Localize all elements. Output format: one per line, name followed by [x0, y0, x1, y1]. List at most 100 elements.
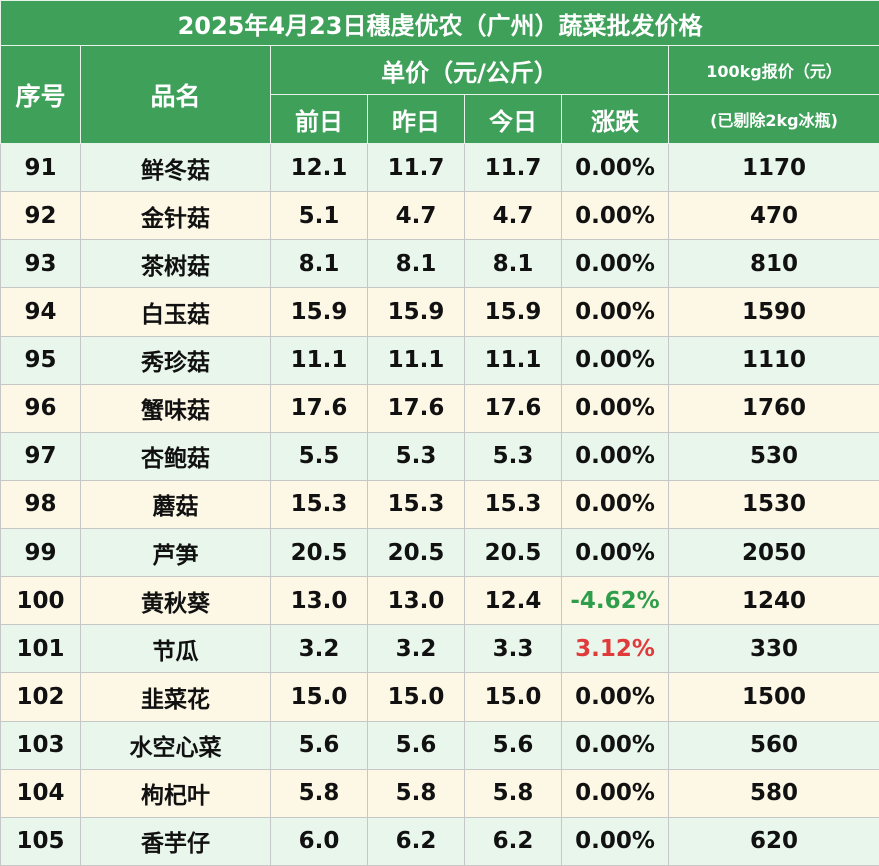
cell-today-price: 15.3 [464, 479, 562, 530]
cell-today-price: 8.1 [464, 239, 562, 289]
cell-today-price: 12.4 [464, 576, 562, 626]
cell-name: 蘑菇 [80, 479, 271, 530]
cell-name: 香芋仔 [80, 816, 271, 866]
cell-name: 金针菇 [80, 191, 271, 241]
cell-today-price: 15.0 [464, 672, 562, 722]
table-row: 91 鲜冬菇 12.1 11.7 11.7 0.00% 1170 [0, 142, 879, 193]
cell-change: 0.00% [561, 816, 669, 866]
cell-today-price: 6.2 [464, 816, 562, 866]
cell-index: 99 [0, 527, 81, 578]
cell-quote: 1500 [667, 672, 879, 722]
cell-index: 93 [0, 239, 81, 289]
cell-yesterday-price: 20.5 [367, 527, 465, 578]
cell-name: 节瓜 [80, 624, 271, 674]
cell-change: 0.00% [561, 142, 669, 193]
cell-yesterday-price: 6.2 [367, 816, 465, 866]
cell-quote: 530 [667, 431, 879, 481]
table-row: 104 枸杞叶 5.8 5.8 5.8 0.00% 580 [0, 768, 879, 818]
cell-prev-price: 5.8 [270, 768, 368, 818]
cell-yesterday-price: 5.6 [367, 720, 465, 770]
table-row: 97 杏鲍菇 5.5 5.3 5.3 0.00% 530 [0, 431, 879, 481]
cell-yesterday-price: 3.2 [367, 624, 465, 674]
cell-change: 0.00% [561, 191, 669, 241]
cell-name: 茶树菇 [80, 239, 271, 289]
cell-change: -4.62% [561, 576, 669, 626]
table-body: 91 鲜冬菇 12.1 11.7 11.7 0.00% 1170 92 金针菇 5.1 4.7 4.7… [0, 142, 879, 866]
cell-prev-price: 6.0 [270, 816, 368, 866]
cell-index: 94 [0, 287, 81, 337]
cell-change: 0.00% [561, 383, 669, 433]
cell-today-price: 11.7 [464, 142, 562, 193]
cell-yesterday-price: 11.7 [367, 142, 465, 193]
cell-prev-price: 11.1 [270, 335, 368, 385]
cell-prev-price: 3.2 [270, 624, 368, 674]
cell-today-price: 4.7 [464, 191, 562, 241]
cell-quote: 1240 [667, 576, 879, 626]
cell-quote: 1110 [667, 335, 879, 385]
cell-today-price: 20.5 [464, 527, 562, 578]
header-index: 序号 [0, 45, 81, 144]
cell-change: 0.00% [561, 335, 669, 385]
cell-index: 103 [0, 720, 81, 770]
cell-quote: 1170 [667, 142, 879, 193]
cell-today-price: 11.1 [464, 335, 562, 385]
cell-today-price: 17.6 [464, 383, 562, 433]
cell-index: 92 [0, 191, 81, 241]
cell-change: 0.00% [561, 431, 669, 481]
cell-name: 水空心菜 [80, 720, 271, 770]
cell-name: 芦笋 [80, 527, 271, 578]
cell-quote: 330 [667, 624, 879, 674]
header-quote-100kg: 100kg报价（元） [667, 45, 879, 95]
cell-index: 104 [0, 768, 81, 818]
cell-quote: 620 [667, 816, 879, 866]
cell-quote: 1760 [667, 383, 879, 433]
cell-yesterday-price: 17.6 [367, 383, 465, 433]
cell-prev-price: 12.1 [270, 142, 368, 193]
cell-change: 0.00% [561, 239, 669, 289]
header-name: 品名 [80, 45, 271, 144]
cell-index: 98 [0, 479, 81, 530]
cell-prev-price: 5.6 [270, 720, 368, 770]
header-yesterday: 昨日 [367, 94, 465, 144]
cell-prev-price: 15.3 [270, 479, 368, 530]
cell-quote: 810 [667, 239, 879, 289]
cell-yesterday-price: 4.7 [367, 191, 465, 241]
table-row: 98 蘑菇 15.3 15.3 15.3 0.00% 1530 [0, 479, 879, 530]
header-today: 今日 [464, 94, 562, 144]
cell-name: 杏鲍菇 [80, 431, 271, 481]
cell-prev-price: 15.0 [270, 672, 368, 722]
cell-quote: 560 [667, 720, 879, 770]
table-row: 92 金针菇 5.1 4.7 4.7 0.00% 470 [0, 191, 879, 241]
cell-yesterday-price: 15.0 [367, 672, 465, 722]
cell-index: 96 [0, 383, 81, 433]
cell-name: 秀珍菇 [80, 335, 271, 385]
table-row: 95 秀珍菇 11.1 11.1 11.1 0.00% 1110 [0, 335, 879, 385]
cell-prev-price: 20.5 [270, 527, 368, 578]
cell-prev-price: 8.1 [270, 239, 368, 289]
cell-name: 枸杞叶 [80, 768, 271, 818]
cell-quote: 1590 [667, 287, 879, 337]
header-prev-day: 前日 [270, 94, 368, 144]
table-row: 93 茶树菇 8.1 8.1 8.1 0.00% 810 [0, 239, 879, 289]
cell-change: 0.00% [561, 479, 669, 530]
cell-quote: 1530 [667, 479, 879, 530]
cell-yesterday-price: 15.9 [367, 287, 465, 337]
cell-change: 0.00% [561, 287, 669, 337]
header-change: 涨跌 [561, 94, 669, 144]
cell-prev-price: 17.6 [270, 383, 368, 433]
table-row: 101 节瓜 3.2 3.2 3.3 3.12% 330 [0, 624, 879, 674]
cell-name: 黄秋葵 [80, 576, 271, 626]
cell-quote: 470 [667, 191, 879, 241]
cell-name: 蟹味菇 [80, 383, 271, 433]
cell-index: 101 [0, 624, 81, 674]
cell-name: 白玉菇 [80, 287, 271, 337]
cell-change: 0.00% [561, 527, 669, 578]
cell-change: 3.12% [561, 624, 669, 674]
table-row: 105 香芋仔 6.0 6.2 6.2 0.00% 620 [0, 816, 879, 866]
header-unit-price: 单价（元/公斤） [270, 45, 669, 95]
cell-yesterday-price: 8.1 [367, 239, 465, 289]
table-row: 100 黄秋葵 13.0 13.0 12.4 -4.62% 1240 [0, 576, 879, 626]
table-title: 2025年4月23日穗虔优农（广州）蔬菜批发价格 [0, 0, 879, 46]
cell-today-price: 3.3 [464, 624, 562, 674]
